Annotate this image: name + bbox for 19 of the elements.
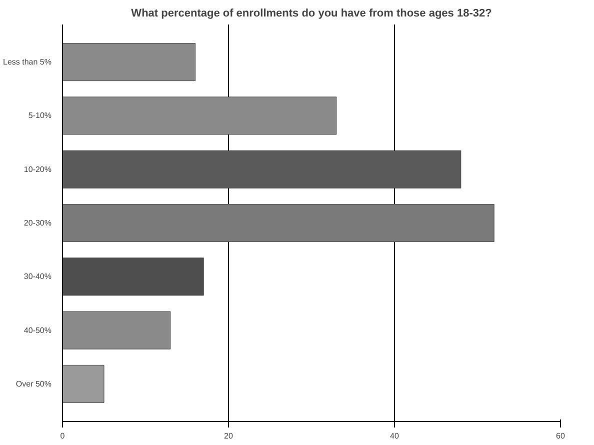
bar: [62, 311, 171, 350]
y-tick-label: 20-30%: [24, 218, 52, 228]
x-tick-label: 0: [60, 432, 66, 440]
x-tick-label: 40: [390, 432, 400, 440]
y-tick-label: 40-50%: [24, 326, 52, 335]
x-tick-label: 20: [224, 432, 234, 440]
bar: [62, 258, 204, 296]
y-tick-label: 30-40%: [24, 272, 52, 282]
bar: [62, 364, 104, 403]
y-tick-label: 10-20%: [24, 164, 52, 174]
y-tick-label: Over 50%: [16, 379, 52, 388]
bar: [62, 150, 462, 188]
bar: [62, 204, 494, 242]
x-tick-label: 60: [556, 432, 566, 440]
chart-title: What percentage of enrollments do you have from those ages 18-32?: [131, 8, 492, 20]
y-tick-label: Less than 5%: [3, 58, 52, 67]
y-tick-label: 5-10%: [28, 111, 52, 120]
bar: [62, 43, 196, 82]
bar: [62, 96, 337, 135]
